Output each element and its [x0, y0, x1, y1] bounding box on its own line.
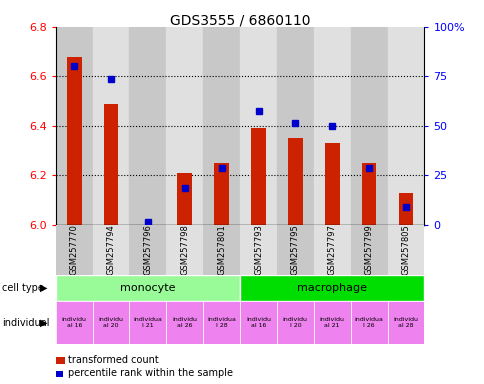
Text: GSM257801: GSM257801: [217, 224, 226, 275]
Text: GSM257794: GSM257794: [106, 224, 115, 275]
Bar: [313, 27, 350, 225]
Bar: [324, 143, 339, 225]
Text: GSM257770: GSM257770: [70, 224, 78, 275]
Text: individua
l 28: individua l 28: [207, 317, 236, 328]
Text: ▶: ▶: [40, 283, 47, 293]
Text: GSM257795: GSM257795: [290, 224, 299, 275]
Bar: [387, 27, 424, 225]
Text: GSM257799: GSM257799: [364, 224, 373, 275]
Bar: [166, 301, 203, 344]
Text: individua
l 21: individua l 21: [133, 317, 162, 328]
Text: ▶: ▶: [40, 318, 47, 328]
Bar: [350, 27, 387, 225]
Bar: [313, 225, 350, 275]
Bar: [56, 225, 92, 275]
Text: percentile rank within the sample: percentile rank within the sample: [68, 368, 232, 378]
Bar: [398, 192, 412, 225]
Bar: [129, 301, 166, 344]
Bar: [67, 56, 81, 225]
Bar: [56, 275, 240, 301]
Text: individu
al 21: individu al 21: [319, 317, 344, 328]
Text: monocyte: monocyte: [120, 283, 175, 293]
Bar: [203, 301, 240, 344]
Text: individu
l 20: individu l 20: [282, 317, 307, 328]
Bar: [203, 225, 240, 275]
Bar: [361, 163, 376, 225]
Text: cell type: cell type: [2, 283, 44, 293]
Text: GSM257797: GSM257797: [327, 224, 336, 275]
Text: individu
al 20: individu al 20: [98, 317, 123, 328]
Text: individu
al 26: individu al 26: [172, 317, 197, 328]
Bar: [203, 27, 240, 225]
Text: macrophage: macrophage: [297, 283, 366, 293]
Bar: [276, 225, 313, 275]
Bar: [240, 27, 276, 225]
Text: GSM257805: GSM257805: [401, 224, 409, 275]
Bar: [56, 27, 92, 225]
Bar: [92, 27, 129, 225]
Bar: [104, 104, 118, 225]
Text: individua
l 26: individua l 26: [354, 317, 383, 328]
Bar: [313, 301, 350, 344]
Text: GSM257798: GSM257798: [180, 224, 189, 275]
Bar: [350, 225, 387, 275]
Bar: [92, 225, 129, 275]
Bar: [129, 27, 166, 225]
Text: GSM257796: GSM257796: [143, 224, 152, 275]
Bar: [166, 225, 203, 275]
Bar: [240, 301, 276, 344]
Bar: [129, 225, 166, 275]
Text: individu
al 16: individu al 16: [61, 317, 87, 328]
Text: individu
al 16: individu al 16: [245, 317, 271, 328]
Bar: [240, 275, 424, 301]
Bar: [240, 225, 276, 275]
Bar: [92, 301, 129, 344]
Bar: [287, 138, 302, 225]
Bar: [214, 163, 228, 225]
Bar: [56, 301, 92, 344]
Bar: [276, 27, 313, 225]
Bar: [350, 301, 387, 344]
Bar: [177, 173, 192, 225]
Bar: [251, 128, 265, 225]
Bar: [387, 225, 424, 275]
Bar: [276, 301, 313, 344]
Text: individual: individual: [2, 318, 50, 328]
Text: GDS3555 / 6860110: GDS3555 / 6860110: [169, 13, 310, 27]
Bar: [387, 301, 424, 344]
Text: transformed count: transformed count: [68, 355, 158, 365]
Text: GSM257793: GSM257793: [254, 224, 262, 275]
Bar: [166, 27, 203, 225]
Text: individu
al 28: individu al 28: [393, 317, 418, 328]
